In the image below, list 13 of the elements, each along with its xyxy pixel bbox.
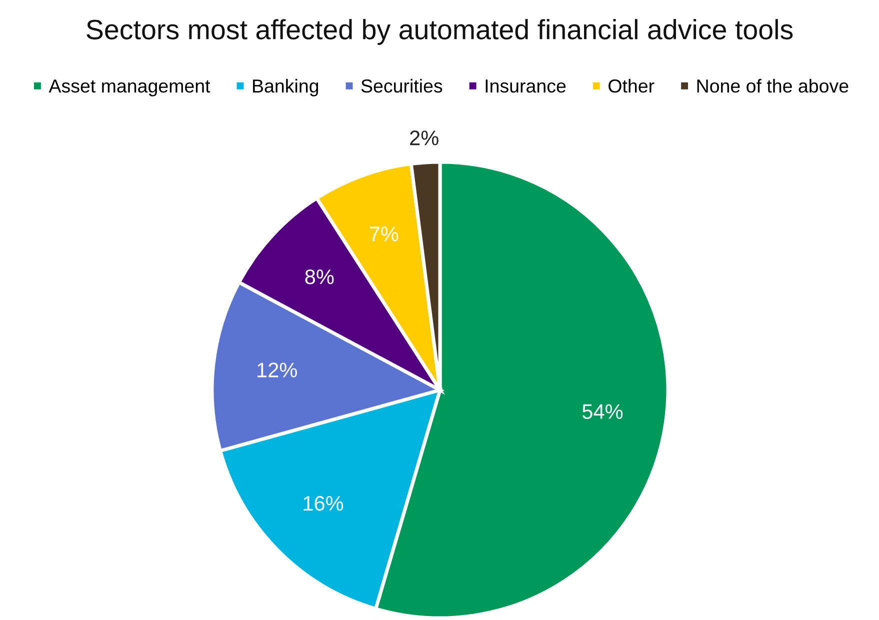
legend-label: Other bbox=[608, 78, 654, 93]
data-label: 12% bbox=[258, 362, 297, 378]
legend-label: None of the above bbox=[697, 78, 848, 93]
data-label: 8% bbox=[305, 269, 334, 284]
data-label: 7% bbox=[370, 226, 398, 242]
data-label: 54% bbox=[582, 404, 623, 419]
legend-label: Insurance bbox=[486, 80, 566, 93]
data-label: 2% bbox=[410, 130, 438, 146]
legend-label: Securities bbox=[361, 78, 442, 93]
legend-label: Asset management bbox=[48, 80, 210, 96]
data-label: 16% bbox=[304, 496, 344, 511]
chart-title: Sectors most affected by automated financial advice tools bbox=[86, 19, 793, 45]
legend-label: Banking bbox=[253, 78, 318, 96]
